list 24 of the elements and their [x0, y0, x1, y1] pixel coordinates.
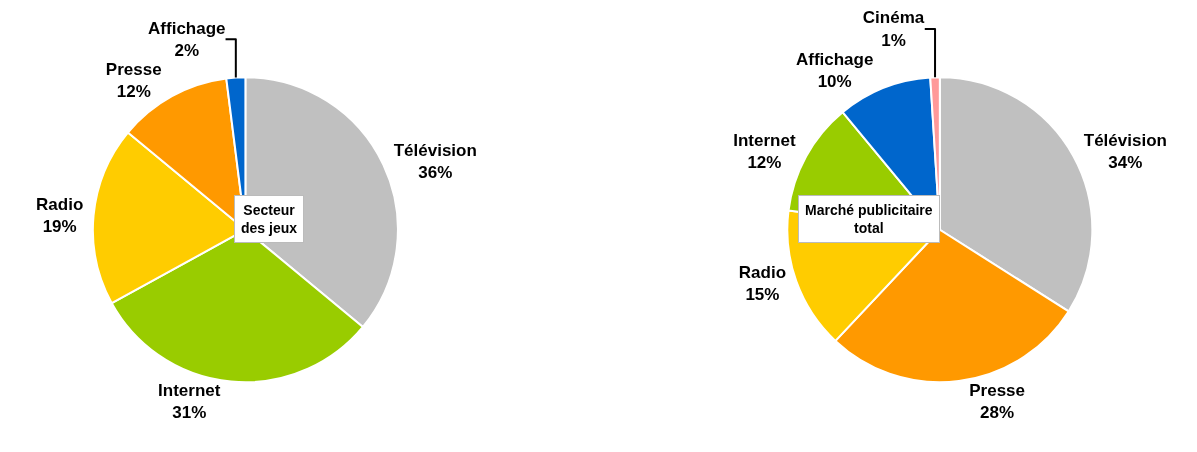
data-label: 15% — [745, 285, 780, 305]
data-label: 19% — [42, 216, 77, 236]
data-label: 1% — [881, 30, 906, 50]
slice-label: Internet — [158, 381, 221, 401]
slice-label: Affichage — [148, 18, 226, 38]
slice-label: Presse — [105, 59, 162, 79]
slice-label: Télévision — [393, 140, 477, 160]
data-label: 36% — [418, 162, 453, 182]
text: Marché publicitaire total — [805, 202, 933, 237]
slice-label: Affichage — [795, 49, 874, 69]
slice-label: Presse — [969, 380, 1025, 400]
slice-label: Télévision — [1083, 130, 1167, 150]
text: Secteur des jeux — [241, 202, 298, 237]
data-label: 10% — [817, 71, 852, 91]
slice-label: Radio — [36, 194, 84, 214]
data-label: 28% — [980, 402, 1015, 422]
data-label: 31% — [172, 403, 207, 423]
slice-label: Radio — [738, 263, 787, 283]
slice-label: Cinéma — [862, 8, 925, 28]
data-label: 2% — [174, 40, 200, 60]
data-label: 34% — [1108, 153, 1143, 173]
slice-label: Internet — [733, 130, 796, 150]
data-label: 12% — [116, 81, 151, 101]
data-label: 12% — [747, 153, 782, 173]
